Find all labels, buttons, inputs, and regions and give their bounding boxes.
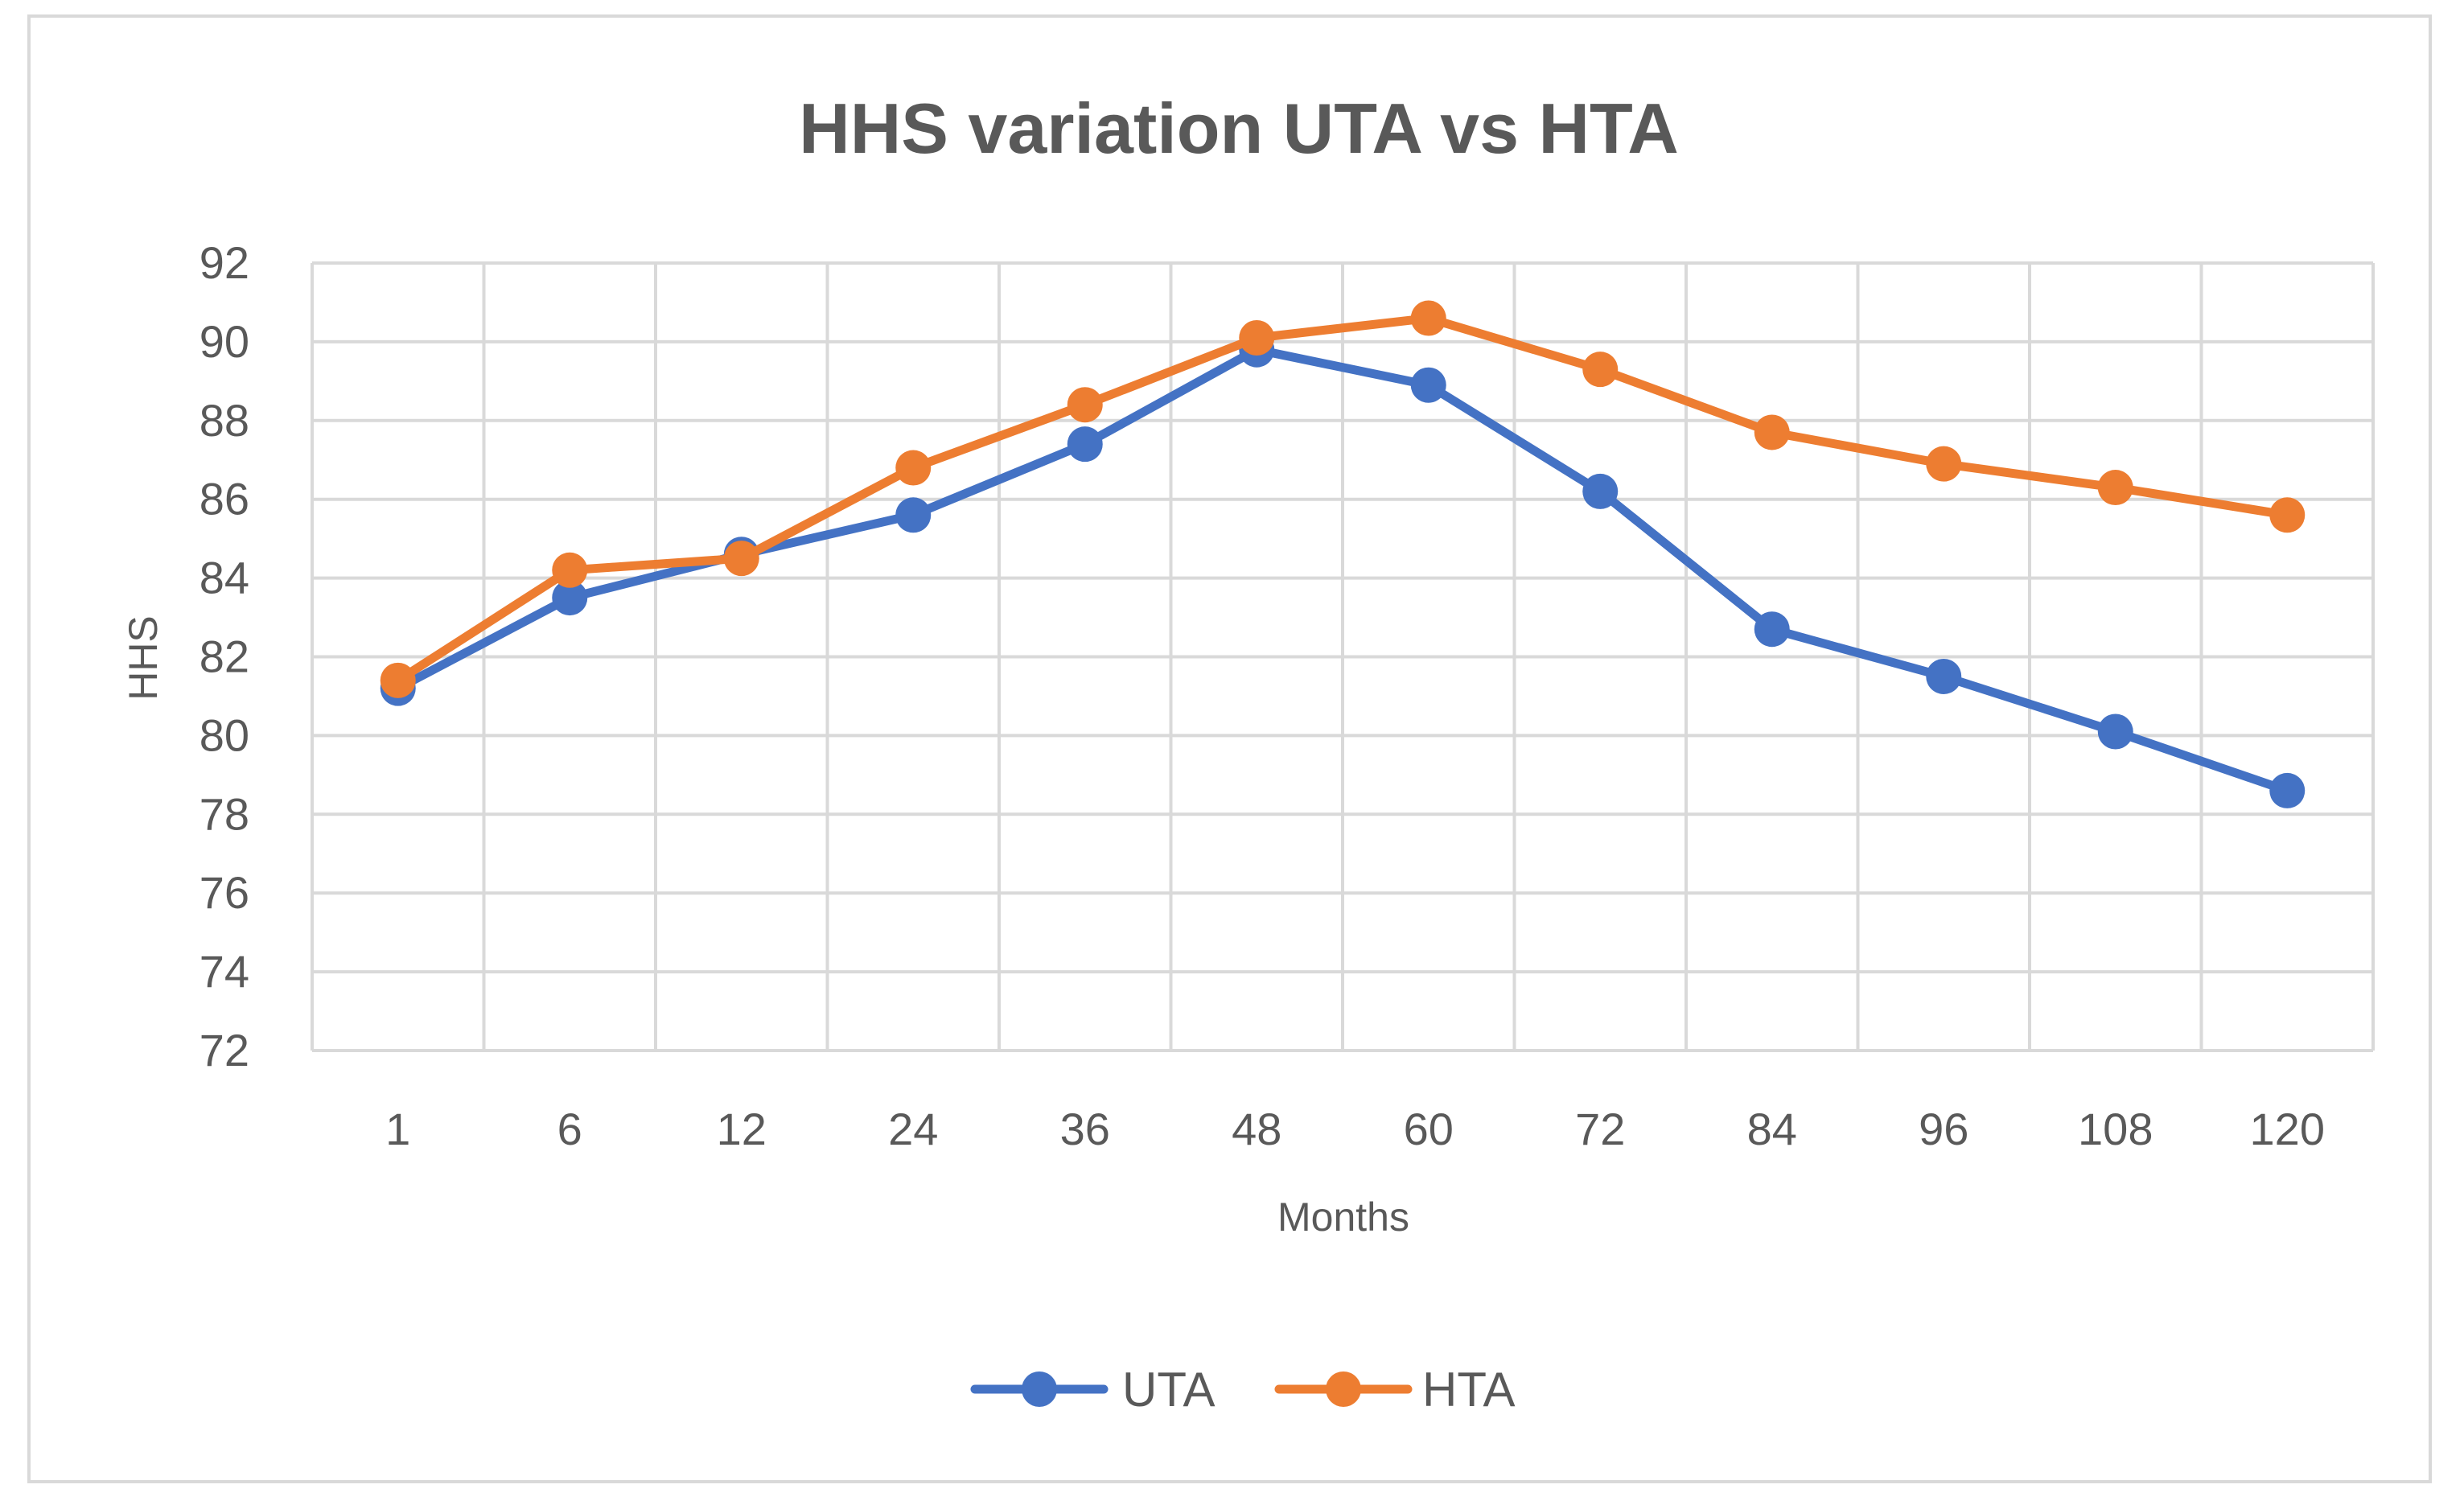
x-tick-label: 96 (1919, 1104, 1968, 1154)
x-tick-label: 1 (385, 1104, 410, 1154)
x-tick-label: 12 (717, 1104, 767, 1154)
data-point-hta (1582, 352, 1619, 388)
x-tick-label: 120 (2250, 1104, 2325, 1154)
data-point-uta (1410, 367, 1446, 403)
data-point-hta (380, 662, 416, 698)
x-tick-label: 6 (557, 1104, 582, 1154)
x-axis-ticks: 1 6 12 24 36 48 60 72 84 96 108 120 (385, 1104, 2325, 1154)
y-tick-label: 78 (200, 788, 249, 839)
data-point-hta (552, 552, 588, 588)
y-tick-label: 82 (200, 631, 249, 682)
y-tick-label: 86 (200, 474, 249, 524)
data-point-hta (1239, 320, 1275, 356)
x-tick-label: 72 (1575, 1104, 1625, 1154)
x-tick-label: 24 (888, 1104, 938, 1154)
data-point-hta (2097, 470, 2133, 506)
x-tick-label: 48 (1232, 1104, 1281, 1154)
series-hta (380, 300, 2306, 698)
legend-marker (1022, 1371, 1057, 1407)
x-tick-label: 84 (1747, 1104, 1797, 1154)
y-tick-label: 92 (200, 237, 249, 288)
data-point-uta (895, 497, 932, 533)
legend-label: HTA (1422, 1363, 1516, 1417)
y-tick-label: 76 (200, 867, 249, 918)
legend-item-uta: UTA (970, 1363, 1216, 1417)
y-tick-label: 88 (200, 395, 249, 446)
y-tick-label: 90 (200, 316, 249, 367)
series-line-hta (393, 314, 2292, 685)
data-point-uta (1582, 473, 1619, 509)
legend-marker (1326, 1371, 1361, 1407)
data-point-uta (1926, 658, 1962, 694)
data-point-hta (1067, 387, 1103, 423)
data-point-uta (1067, 426, 1103, 463)
x-tick-label: 60 (1404, 1104, 1454, 1154)
y-tick-label: 74 (200, 946, 249, 997)
data-point-hta (1926, 446, 1962, 482)
y-axis-ticks: 72 74 76 78 80 82 84 86 88 90 92 (200, 237, 249, 1075)
legend-item-hta: HTA (1274, 1363, 1516, 1417)
y-tick-label: 80 (200, 709, 249, 760)
data-point-hta (2269, 497, 2306, 533)
data-point-hta (723, 541, 759, 577)
data-point-uta (2269, 772, 2306, 808)
data-point-uta (552, 580, 588, 616)
data-point-uta (1754, 611, 1790, 648)
y-tick-label: 72 (200, 1025, 249, 1075)
gridlines (311, 261, 2375, 1052)
legend-label: UTA (1122, 1363, 1216, 1417)
data-point-uta (2097, 713, 2133, 750)
data-point-hta (1410, 300, 1446, 336)
series-layer (380, 300, 2306, 808)
y-axis-title: HHS (121, 615, 166, 701)
x-tick-label: 36 (1060, 1104, 1110, 1154)
chart-title: HHS variation UTA vs HTA (799, 88, 1679, 168)
y-tick-label: 84 (200, 553, 249, 603)
x-tick-label: 108 (2078, 1104, 2153, 1154)
x-axis-title: Months (1277, 1195, 1409, 1240)
data-point-hta (1754, 414, 1790, 450)
legend: UTA HTA (970, 1363, 1516, 1417)
data-point-hta (895, 450, 932, 486)
